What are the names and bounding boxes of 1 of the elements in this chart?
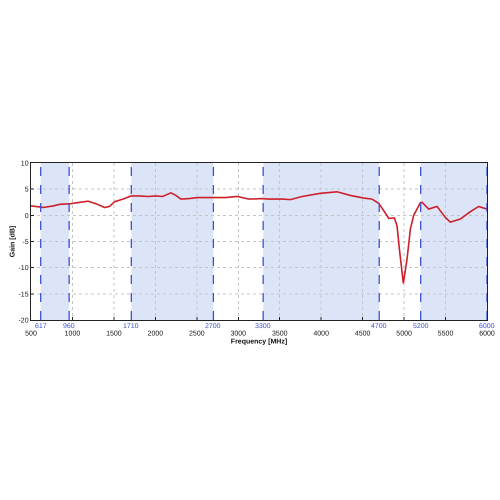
line-series <box>31 190 487 284</box>
